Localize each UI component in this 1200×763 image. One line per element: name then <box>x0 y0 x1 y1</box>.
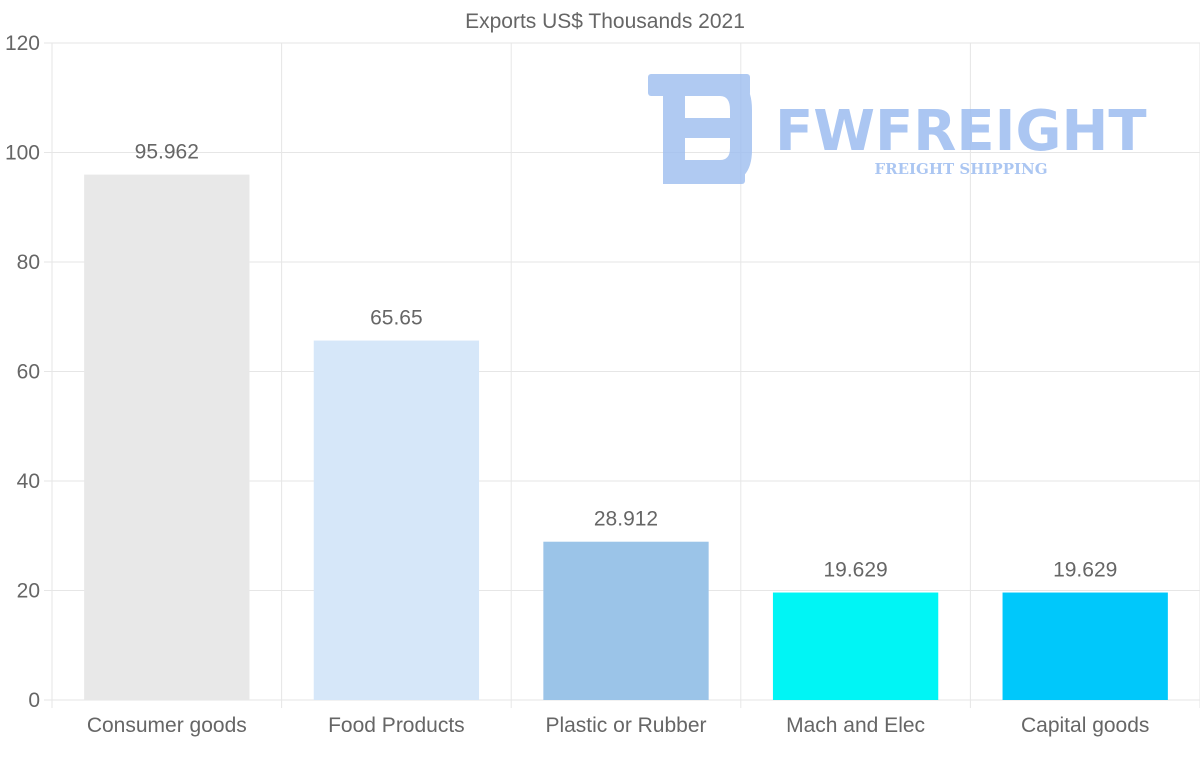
x-axis-categories: Consumer goods Food Products Plastic or Ru… <box>87 714 1150 737</box>
y-tick-label: 0 <box>28 689 40 712</box>
data-label: 19.629 <box>1053 559 1117 582</box>
x-tick-label: Consumer goods <box>87 714 247 737</box>
y-tick-label: 40 <box>17 470 40 493</box>
watermark-brand: FWFREIGHT <box>775 99 1147 164</box>
bars <box>84 174 1168 701</box>
data-label: 28.912 <box>594 508 658 531</box>
bar-4 <box>772 592 939 700</box>
x-tick-label: Mach and Elec <box>786 714 925 737</box>
data-label: 19.629 <box>823 559 887 582</box>
watermark-logo: FWFREIGHT FREIGHT SHIPPING <box>648 74 1147 184</box>
y-tick-label: 120 <box>5 32 40 55</box>
x-tick-label: Plastic or Rubber <box>545 714 706 737</box>
y-axis-ticks: 0 20 40 60 80 100 120 <box>5 32 40 712</box>
y-tick-label: 60 <box>17 361 40 384</box>
watermark-tagline: FREIGHT SHIPPING <box>874 160 1047 178</box>
fw-logo-mark-icon <box>648 74 752 184</box>
bar-3 <box>543 541 709 700</box>
y-tick-label: 20 <box>17 580 40 603</box>
data-label: 65.65 <box>370 307 423 330</box>
bar-2 <box>313 340 480 700</box>
bar-5 <box>1002 592 1168 700</box>
chart-title: Exports US$ Thousands 2021 <box>465 10 745 33</box>
data-label: 95.962 <box>135 141 199 164</box>
y-tick-label: 100 <box>5 142 40 165</box>
y-tick-label: 80 <box>17 251 40 274</box>
value-labels: 95.962 65.65 28.912 19.629 19.629 <box>135 141 1118 582</box>
bar-1 <box>84 174 250 701</box>
x-tick-label: Food Products <box>328 714 465 737</box>
x-tick-label: Capital goods <box>1021 714 1149 737</box>
